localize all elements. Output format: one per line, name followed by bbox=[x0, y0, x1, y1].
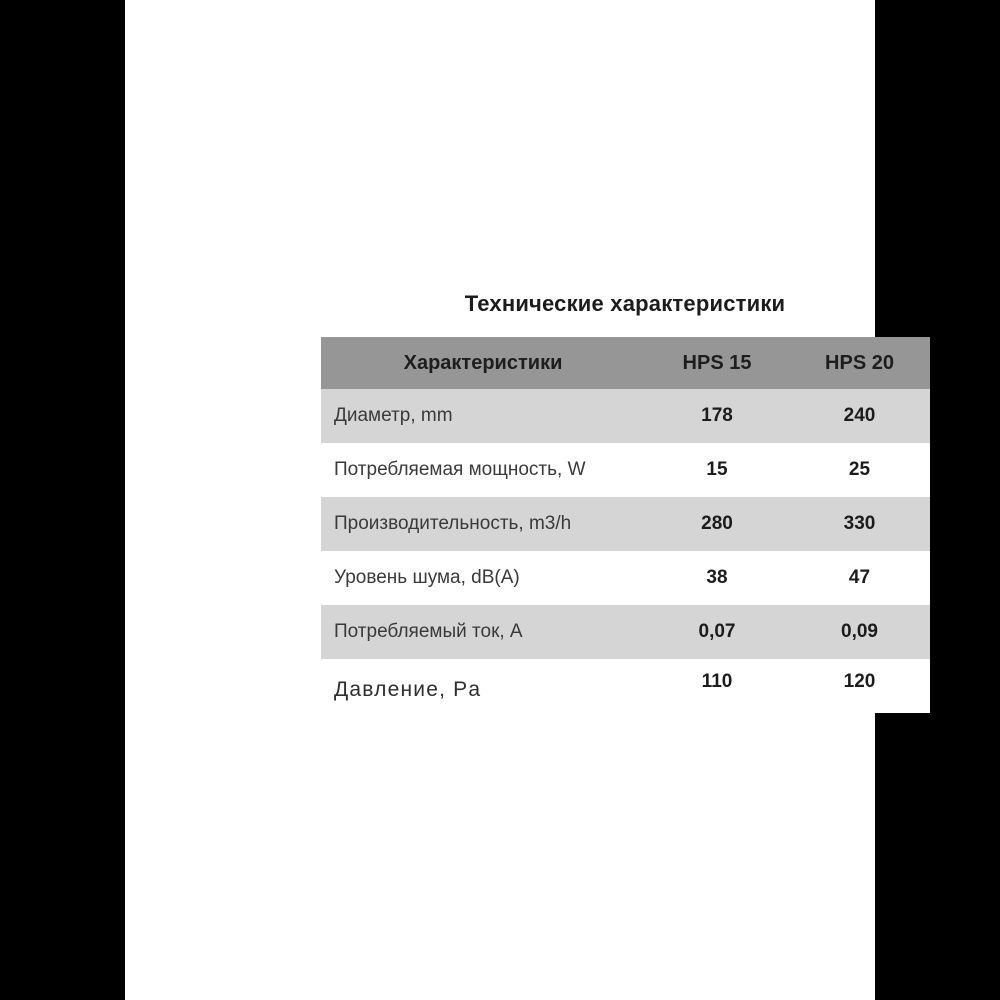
row-value-hps15: 38 bbox=[706, 567, 728, 588]
table-row-noise: Уровень шума, dB(A) 38 47 bbox=[321, 551, 930, 605]
row-label: Уровень шума, dB(A) bbox=[334, 567, 520, 588]
header-cell-hps15: HPS 15 bbox=[682, 351, 752, 374]
header-cell-characteristics: Характеристики bbox=[403, 351, 563, 374]
page-title: Технические характеристики bbox=[464, 291, 786, 316]
row-value-hps15: 280 bbox=[701, 513, 733, 534]
row-label: Давление, Pa bbox=[334, 678, 482, 701]
table-row-current: Потребляемый ток, A 0,07 0,09 bbox=[321, 605, 930, 659]
specs-table: Характеристики HPS 15 HPS 20 Диаметр, mm… bbox=[321, 337, 930, 713]
table-row-pressure: Давление, Pa 110 120 bbox=[321, 659, 930, 713]
row-label: Диаметр, mm bbox=[334, 405, 453, 426]
row-value-hps20: 120 bbox=[843, 671, 876, 692]
white-page-canvas: Технические характеристики Характеристик… bbox=[125, 0, 930, 1000]
table-row-capacity: Производительность, m3/h 280 330 bbox=[321, 497, 930, 551]
row-value-hps20: 240 bbox=[843, 405, 876, 426]
row-value-hps20: 0,09 bbox=[841, 621, 878, 642]
row-value-hps15: 15 bbox=[706, 459, 728, 480]
row-value-hps15: 178 bbox=[701, 405, 733, 426]
row-label: Производительность, m3/h bbox=[334, 513, 572, 534]
table-row-diameter: Диаметр, mm 178 240 bbox=[321, 389, 930, 443]
row-value-hps15: 0,07 bbox=[698, 621, 736, 642]
row-value-hps20: 25 bbox=[848, 459, 871, 480]
row-label: Потребляемый ток, A bbox=[334, 621, 523, 642]
row-label: Потребляемая мощность, W bbox=[334, 459, 586, 480]
row-value-hps20: 47 bbox=[848, 567, 871, 588]
row-value-hps20: 330 bbox=[843, 513, 876, 534]
table-header-row: Характеристики HPS 15 HPS 20 bbox=[321, 337, 930, 389]
row-value-hps15: 110 bbox=[701, 671, 733, 692]
table-row-power: Потребляемая мощность, W 15 25 bbox=[321, 443, 930, 497]
header-cell-hps20: HPS 20 bbox=[825, 351, 894, 374]
